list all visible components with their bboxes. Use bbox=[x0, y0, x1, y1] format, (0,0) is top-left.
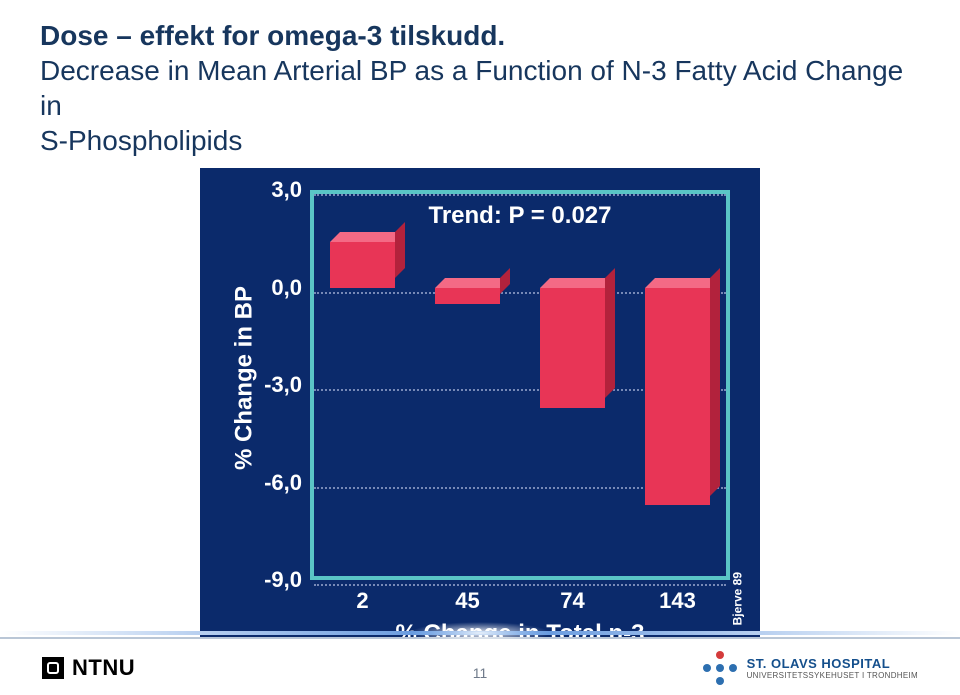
bar bbox=[330, 242, 395, 288]
ntnu-icon bbox=[42, 657, 64, 679]
x-tick: 45 bbox=[455, 588, 479, 614]
chart-source: Bjerve 89 bbox=[730, 572, 744, 625]
logo-stolavs: ST. OLAVS HOSPITAL UNIVERSITETSSYKEHUSET… bbox=[703, 651, 918, 685]
bar bbox=[435, 288, 500, 304]
y-tick: -6,0 bbox=[264, 470, 302, 496]
x-tick: 2 bbox=[356, 588, 368, 614]
footer: NTNU 11 ST. OLAVS HOSPITAL UNIVERSITETSS… bbox=[0, 637, 960, 695]
x-tick: 74 bbox=[560, 588, 584, 614]
slide-subtitle-line1: Decrease in Mean Arterial BP as a Functi… bbox=[40, 53, 920, 123]
chart-container: Trend: P = 0.027 Bjerve 89 3,0 0,0 -3,0 -6,0 -… bbox=[200, 168, 760, 658]
title-block: Dose – effekt for omega-3 tilskudd. Decr… bbox=[40, 18, 920, 158]
bar bbox=[645, 288, 710, 506]
trend-label: Trend: P = 0.027 bbox=[314, 202, 726, 230]
y-tick: 0,0 bbox=[271, 275, 302, 301]
bar bbox=[540, 288, 605, 408]
slide: Dose – effekt for omega-3 tilskudd. Decr… bbox=[0, 0, 960, 695]
y-tick: -3,0 bbox=[264, 372, 302, 398]
y-tick: -9,0 bbox=[264, 567, 302, 593]
gridline bbox=[314, 194, 726, 196]
ntnu-text: NTNU bbox=[72, 655, 135, 681]
y-tick: 3,0 bbox=[271, 177, 302, 203]
gridline bbox=[314, 584, 726, 586]
stolavs-text: ST. OLAVS HOSPITAL UNIVERSITETSSYKEHUSET… bbox=[747, 656, 918, 680]
chart-frame: Trend: P = 0.027 Bjerve 89 3,0 0,0 -3,0 -6,0 -… bbox=[200, 168, 760, 658]
y-axis-label: % Change in BP bbox=[230, 286, 258, 470]
stolavs-line2: UNIVERSITETSSYKEHUSET I TRONDHEIM bbox=[747, 671, 918, 680]
slide-subtitle-line2: S-Phospholipids bbox=[40, 123, 920, 158]
page-number: 11 bbox=[473, 665, 488, 681]
stolavs-line1: ST. OLAVS HOSPITAL bbox=[747, 656, 918, 671]
logo-ntnu: NTNU bbox=[42, 655, 135, 681]
x-tick: 143 bbox=[659, 588, 696, 614]
slide-title: Dose – effekt for omega-3 tilskudd. bbox=[40, 18, 920, 53]
stolavs-icon bbox=[703, 651, 737, 685]
